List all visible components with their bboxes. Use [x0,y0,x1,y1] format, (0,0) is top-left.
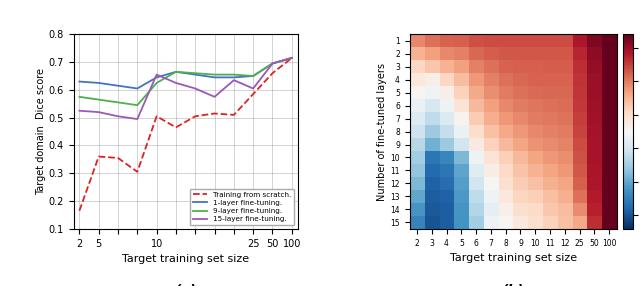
9-layer fine-tuning. [114,101,122,104]
1-layer fine-tuning. [153,76,161,79]
1-layer fine-tuning. [250,74,257,78]
15-layer fine-tuning. [230,78,237,82]
Training from scratch. [288,56,296,60]
15-layer fine-tuning. [250,87,257,90]
1-layer fine-tuning. [134,87,141,90]
9-layer fine-tuning. [230,73,237,76]
Legend: Training from scratch., 1-layer fine-tuning., 9-layer fine-tuning., 15-layer fin: Training from scratch., 1-layer fine-tun… [189,189,294,225]
15-layer fine-tuning. [95,110,102,114]
9-layer fine-tuning. [134,104,141,107]
9-layer fine-tuning. [153,81,161,85]
Y-axis label: Target domain  Dice score: Target domain Dice score [36,68,45,195]
Training from scratch. [153,115,161,118]
Training from scratch. [250,92,257,96]
1-layer fine-tuning. [211,76,218,79]
Line: 9-layer fine-tuning.: 9-layer fine-tuning. [79,58,292,105]
1-layer fine-tuning. [269,62,276,65]
1-layer fine-tuning. [288,56,296,60]
Training from scratch. [114,156,122,160]
X-axis label: Target training set size: Target training set size [122,254,249,264]
Training from scratch. [269,72,276,75]
Training from scratch. [191,115,199,118]
Training from scratch. [211,112,218,115]
15-layer fine-tuning. [191,87,199,90]
Line: Training from scratch.: Training from scratch. [79,58,292,211]
1-layer fine-tuning. [172,70,180,74]
15-layer fine-tuning. [76,109,83,112]
Text: (b): (b) [502,283,524,286]
15-layer fine-tuning. [172,81,180,85]
1-layer fine-tuning. [114,84,122,88]
Training from scratch. [95,155,102,158]
15-layer fine-tuning. [134,117,141,121]
Training from scratch. [134,170,141,174]
9-layer fine-tuning. [76,95,83,99]
9-layer fine-tuning. [211,73,218,76]
Training from scratch. [76,209,83,212]
9-layer fine-tuning. [172,70,180,74]
1-layer fine-tuning. [230,76,237,79]
Line: 1-layer fine-tuning.: 1-layer fine-tuning. [79,58,292,88]
Y-axis label: Number of fine-tuned layers: Number of fine-tuned layers [378,63,387,200]
Text: (a): (a) [175,283,196,286]
9-layer fine-tuning. [95,98,102,101]
X-axis label: Target training set size: Target training set size [449,253,577,263]
1-layer fine-tuning. [76,80,83,83]
9-layer fine-tuning. [288,56,296,60]
Training from scratch. [230,113,237,117]
1-layer fine-tuning. [95,81,102,85]
15-layer fine-tuning. [114,115,122,118]
15-layer fine-tuning. [288,56,296,60]
Training from scratch. [172,126,180,129]
15-layer fine-tuning. [211,95,218,99]
15-layer fine-tuning. [269,62,276,65]
9-layer fine-tuning. [250,74,257,78]
1-layer fine-tuning. [191,73,199,76]
Line: 15-layer fine-tuning.: 15-layer fine-tuning. [79,58,292,119]
9-layer fine-tuning. [269,62,276,65]
15-layer fine-tuning. [153,73,161,76]
9-layer fine-tuning. [191,72,199,75]
